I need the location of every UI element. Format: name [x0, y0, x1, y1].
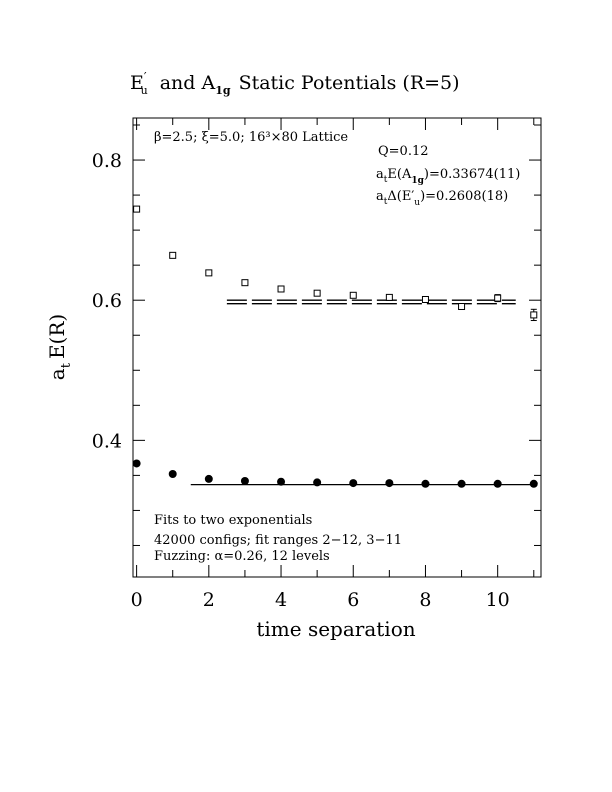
x-tick-label: 4 [275, 589, 287, 611]
data-point-circle [204, 474, 213, 483]
tick-labels: 0 2 4 6 8 10 0.4 0.6 0.8 [92, 150, 510, 611]
energy-annotation: atE(A1g)=0.33674(11) [376, 167, 520, 186]
data-point-circle [132, 459, 141, 468]
data-point-square [133, 205, 141, 213]
data-point-square [313, 289, 321, 297]
data-point-square [385, 293, 393, 301]
q-annotation: Q=0.12 [378, 144, 429, 159]
data-point-square [205, 269, 213, 277]
data-point-circle [349, 479, 358, 488]
data-points [132, 205, 538, 488]
data-point-circle [493, 479, 502, 488]
x-tick-label: 2 [203, 589, 215, 611]
data-point-square [458, 303, 466, 311]
data-point-circle [421, 479, 430, 488]
data-point-square [530, 311, 538, 319]
chart-title: E′ u and A1g Static Potentials (R=5) [130, 70, 460, 97]
data-point-circle [529, 479, 538, 488]
axis-ticks [133, 118, 541, 577]
data-point-square [494, 294, 502, 302]
x-tick-label: 8 [419, 589, 431, 611]
fit-note-2: 42000 configs; fit ranges 2−12, 3−11 [154, 533, 402, 548]
data-point-square [349, 291, 357, 299]
data-point-square [277, 285, 285, 293]
data-point-square [421, 295, 429, 303]
y-axis-title: atE(R) [45, 314, 74, 380]
plot-frame [132, 117, 542, 578]
fit-note-1: Fits to two exponentials [154, 513, 312, 528]
fit-lines [190, 299, 534, 486]
data-point-circle [277, 477, 286, 486]
data-point-circle [457, 479, 466, 488]
data-point-square [241, 279, 249, 287]
y-tick-label: 0.6 [92, 290, 122, 312]
y-tick-label: 0.8 [92, 150, 122, 172]
x-tick-label: 6 [347, 589, 359, 611]
y-tick-label: 0.4 [92, 430, 122, 452]
x-axis-title: time separation [256, 617, 415, 641]
x-tick-label: 0 [131, 589, 143, 611]
data-point-circle [240, 476, 249, 485]
fit-note-3: Fuzzing: α=0.26, 12 levels [154, 549, 330, 564]
data-point-circle [168, 469, 177, 478]
data-point-square [169, 251, 177, 259]
gap-annotation: atΔ(E′u)=0.2608(18) [376, 189, 508, 208]
lattice-annotation: β=2.5; ξ=5.0; 16³×80 Lattice [154, 130, 348, 145]
data-point-circle [385, 479, 394, 488]
x-tick-label: 10 [486, 589, 510, 611]
data-point-circle [313, 478, 322, 487]
